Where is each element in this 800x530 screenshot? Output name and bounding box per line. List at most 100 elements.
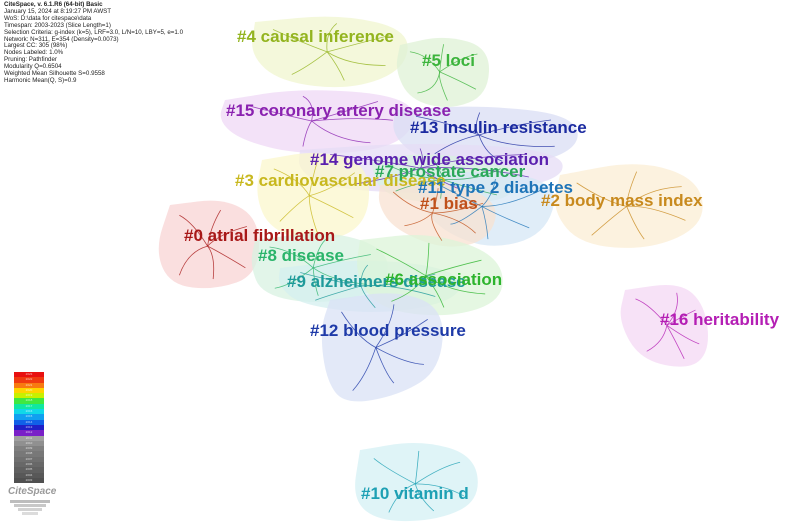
cluster-edge [425, 275, 445, 308]
cluster-label[interactable]: #15 coronary artery disease [226, 101, 451, 120]
cluster-label[interactable]: #11 type 2 diabetes [418, 178, 573, 197]
cluster-edge [246, 104, 312, 122]
cluster-edge [391, 275, 427, 302]
cluster-region [321, 293, 443, 402]
cluster-edge [308, 195, 318, 233]
cluster-label[interactable]: #3 cardiovascular disease [235, 171, 446, 190]
logo-graphic [10, 500, 50, 515]
cluster-edge [420, 167, 458, 189]
cluster-edge [308, 161, 318, 196]
cluster-edge [330, 154, 421, 169]
cluster-edge [395, 179, 443, 192]
cluster-label[interactable]: #12 blood pressure [310, 321, 466, 340]
cluster-edge [434, 134, 479, 155]
cluster-edge [481, 206, 530, 229]
cluster-edge [300, 272, 362, 287]
cluster-edge [626, 186, 682, 207]
logo-text: CiteSpace [8, 486, 57, 497]
cluster-edge [327, 35, 390, 53]
cluster-edge [373, 458, 416, 485]
cluster-edge [576, 182, 627, 207]
cluster-edge [326, 23, 338, 52]
cluster-label[interactable]: #1 bias [420, 194, 478, 213]
cluster-edge [626, 205, 686, 221]
cluster-region [355, 443, 478, 522]
cluster-edge [635, 298, 668, 326]
cluster-label[interactable]: #8 disease [258, 246, 344, 265]
cluster-edge [375, 347, 424, 365]
cluster-edge [375, 319, 428, 348]
cluster-edge [326, 51, 386, 66]
cluster-edge [311, 120, 371, 144]
cluster-region [257, 153, 370, 241]
cluster-label[interactable]: #2 body mass index [541, 191, 703, 210]
cluster-edge [269, 246, 314, 269]
cluster-edge [341, 311, 376, 348]
legend-swatch: 2006 [14, 462, 44, 468]
cluster-edge [273, 168, 310, 196]
cluster-edge [478, 119, 552, 136]
cluster-edge [291, 51, 328, 75]
cluster-edge [313, 254, 371, 269]
cluster-edge [417, 71, 441, 94]
legend-swatch: 2009 [14, 446, 44, 452]
cluster-edge [475, 112, 481, 136]
cluster-edge [666, 309, 696, 326]
cluster-edge [272, 29, 328, 53]
info-line: January 15, 2024 at 8:19:27 PM AWST [4, 7, 112, 15]
cluster-edge [419, 148, 423, 169]
cluster-edge [442, 168, 501, 180]
cluster-edge [207, 226, 247, 247]
citespace-logo: CiteSpace [6, 486, 57, 518]
cluster-label[interactable]: #6 association [385, 270, 502, 289]
info-line: Harmonic Mean(Q, S)=0.9 [4, 76, 77, 84]
legend-swatch: 2007 [14, 456, 44, 463]
cluster-edge [415, 483, 465, 497]
cluster-edge [432, 188, 439, 213]
cluster-label[interactable]: #4 causal inference [237, 27, 394, 46]
cluster-edge [388, 483, 416, 513]
cluster-edge [666, 325, 685, 359]
cluster-edge [432, 158, 444, 180]
cluster-label[interactable]: #16 heritability [660, 310, 780, 329]
cluster-edge [279, 195, 310, 222]
info-line: WoS: D:\data for citespace\data [4, 14, 92, 22]
cluster-edge [478, 134, 555, 147]
cluster-label[interactable]: #0 atrial fibrillation [184, 226, 335, 245]
legend-swatch: 2018 [14, 398, 44, 404]
cluster-label[interactable]: #14 genome wide association [310, 150, 549, 169]
cluster-edge [666, 324, 700, 345]
cluster-label[interactable]: #9 alzheimers disease [287, 272, 466, 291]
cluster-region [396, 37, 490, 107]
cluster-label[interactable]: #7 prostate cancer [375, 162, 526, 181]
legend-swatch: 2010 [14, 440, 44, 447]
cluster-edge [442, 179, 497, 196]
cluster-label[interactable]: #10 vitamin d [361, 484, 469, 503]
legend-swatch: 2008 [14, 451, 44, 457]
legend-swatch: 2013 [14, 424, 44, 431]
cluster-region [378, 182, 496, 247]
cluster-edge [352, 347, 377, 391]
legend-swatch: 2015 [14, 414, 44, 420]
cluster-edge [439, 71, 477, 90]
cluster-edge [591, 206, 627, 236]
cluster-edge [207, 209, 221, 247]
cluster-edge [326, 51, 345, 81]
cluster-edge [207, 245, 246, 269]
cluster-edge [414, 483, 435, 512]
info-line: Largest CC: 305 (98%) [4, 42, 68, 50]
cluster-edge [179, 245, 208, 276]
info-line: Nodes Labeled: 1.0% [4, 49, 64, 57]
cluster-edge [420, 167, 529, 178]
cluster-edge [481, 189, 541, 207]
legend-swatch: 2019 [14, 393, 44, 399]
legend-swatch: 2003 [14, 477, 44, 484]
info-line: Weighted Mean Silhouette S=0.9558 [4, 70, 105, 78]
info-line: Network: N=311, E=354 (Density=0.0073) [4, 35, 119, 43]
cluster-label[interactable]: #5 loci [422, 51, 475, 70]
cluster-edge [425, 259, 482, 277]
cluster-label[interactable]: #13 insulin resistance [410, 118, 587, 137]
year-color-legend: 2023 2022 2021 2020 2019 2018 2017 2016 2015 2014… [14, 372, 44, 484]
